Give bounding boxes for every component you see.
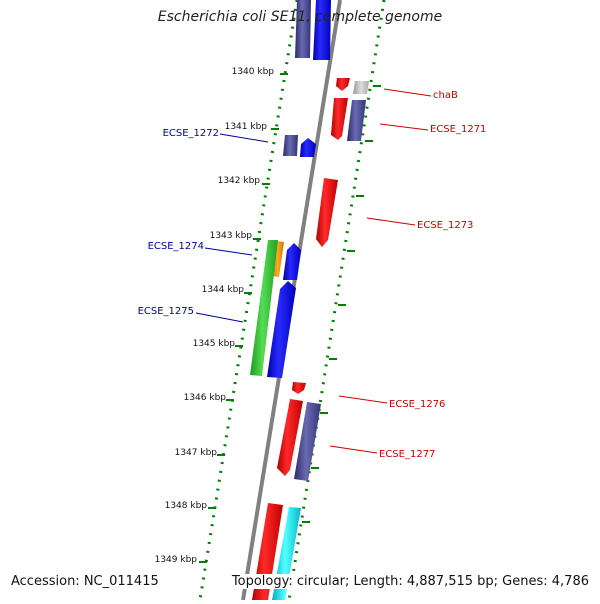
gene-ecse-1272-blue[interactable] [300,138,316,157]
gene-chab[interactable] [336,78,350,91]
tick-label-1343: 1343 kbp [210,231,253,241]
tick-label-1348: 1348 kbp [165,501,208,511]
label-ecse-1272[interactable]: ECSE_1272 [163,128,219,139]
label-chab[interactable]: chaB [433,90,458,101]
tick-label-1345: 1345 kbp [193,339,236,349]
label-ecse-1273[interactable]: ECSE_1273 [417,220,473,231]
leader-ecse-1276 [338,395,388,404]
right-track-ticks [302,85,381,523]
label-ecse-1274[interactable]: ECSE_1274 [148,241,204,252]
tick-label-1344: 1344 kbp [202,285,245,295]
tick-label-1341: 1341 kbp [225,122,268,132]
accession-text: Accession: NC_011415 [9,574,161,589]
leader-ecse-1273 [366,217,416,226]
leader-ecse-1274 [204,247,253,256]
leader-ecse-1275 [195,312,244,323]
tick-label-1349: 1349 kbp [155,555,198,565]
leader-ecse-1271 [379,123,429,131]
gene-top-blue[interactable] [313,0,331,60]
label-ecse-1275[interactable]: ECSE_1275 [138,306,194,317]
right-dotted-track [287,0,386,601]
label-ecse-1277[interactable]: ECSE_1277 [379,449,435,460]
gene-gray-small[interactable] [353,81,369,94]
gene-top-navy[interactable] [295,0,311,58]
gene-ecse-1271-red[interactable] [331,98,348,140]
gene-ecse-1272-navy[interactable] [283,135,298,156]
gene-ecse-1277-navy[interactable] [294,402,321,481]
gene-ecse-1276[interactable] [292,382,306,394]
gene-ecse-1275-blue[interactable] [267,281,296,378]
leader-chab [383,88,432,97]
tick-label-1346: 1346 kbp [184,393,227,403]
gene-green-long[interactable] [250,240,278,376]
left-track-ticks [199,73,288,563]
tick-label-1340: 1340 kbp [232,67,275,77]
gene-ecse-1273[interactable] [316,178,338,247]
leader-ecse-1272 [219,133,269,143]
leader-ecse-1277 [329,445,378,454]
gene-ecse-1271-navy[interactable] [347,100,366,141]
topology-text: Topology: circular; Length: 4,887,515 bp… [229,574,591,589]
gene-ecse-1274-blue[interactable] [283,243,301,280]
map-title: Escherichia coli SE11, complete genome [157,9,443,25]
label-ecse-1271[interactable]: ECSE_1271 [430,124,486,135]
label-ecse-1276[interactable]: ECSE_1276 [389,399,445,410]
tick-label-1342: 1342 kbp [218,176,261,186]
gene-ecse-1277-red[interactable] [277,399,303,476]
tick-label-1347: 1347 kbp [175,448,218,458]
